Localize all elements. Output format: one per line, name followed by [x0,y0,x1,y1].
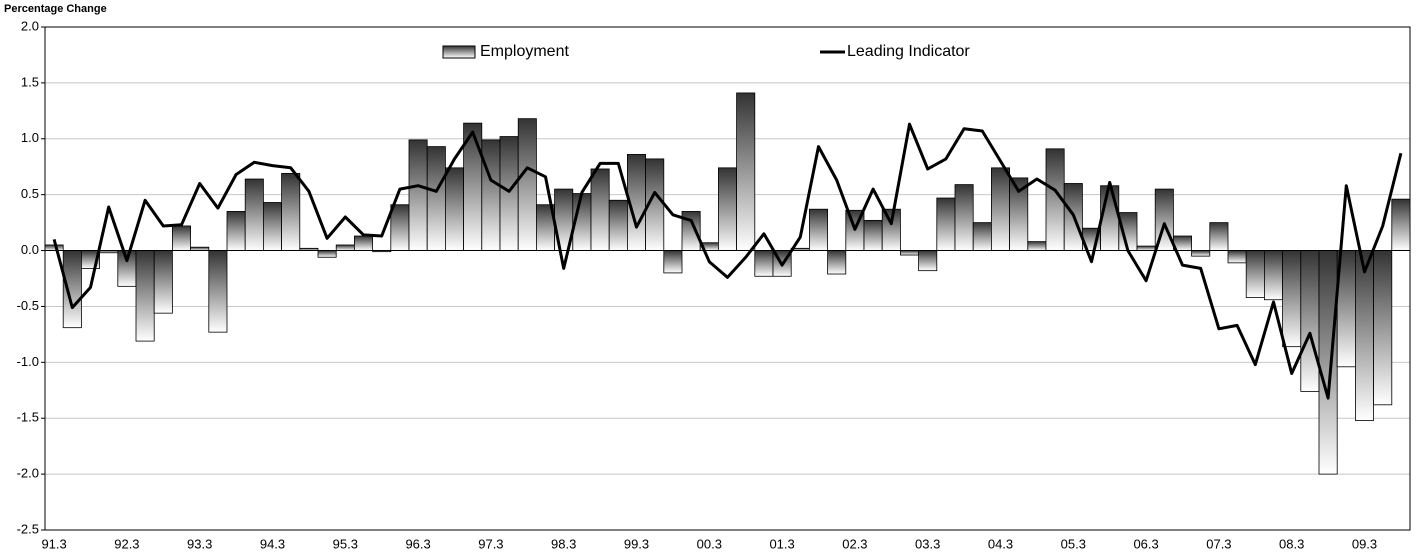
line [52,122,1403,400]
x-tick-label: 08.3 [1279,536,1304,551]
bar [444,167,464,251]
bar [991,167,1011,251]
x-tick-label: 03.3 [915,536,940,551]
y-tick-label: 1.5 [21,74,39,89]
x-tick-label: 95.3 [333,536,358,551]
bar [153,250,173,314]
x-tick-label: 99.3 [624,536,649,551]
x-tick-label: 93.3 [187,536,212,551]
bar [499,136,519,251]
bar [44,244,64,251]
bar [281,173,301,251]
bar [244,178,264,251]
bar [918,250,938,272]
bar [608,199,628,251]
x-tick-label: 98.3 [551,536,576,551]
bar [1100,185,1120,251]
y-tick-label: 1.0 [21,130,39,145]
bar [954,184,974,251]
bar [226,211,246,251]
bar [590,168,610,251]
bar [827,250,847,275]
x-tick-label: 96.3 [405,536,430,551]
y-tick-label: 0.5 [21,186,39,201]
bar [754,250,774,277]
legend-swatch [442,45,476,59]
bar [517,118,537,251]
x-tick-label: 94.3 [260,536,285,551]
bar [408,139,428,251]
bar [1227,250,1247,264]
plot-frame [44,26,1411,531]
x-tick-label: 05.3 [1061,536,1086,551]
bar [171,225,191,251]
bar [1355,250,1375,421]
bar [809,208,829,251]
legend-label: Leading Indicator [847,43,970,60]
bar [663,250,683,274]
bar [1300,250,1320,392]
bar [353,235,373,251]
bar [1318,250,1338,475]
x-tick-label: 00.3 [697,536,722,551]
x-tick-label: 09.3 [1352,536,1377,551]
x-tick-label: 92.3 [114,536,139,551]
bar [135,250,155,342]
bar [390,204,410,251]
bar [718,167,738,251]
bar [262,202,282,251]
y-tick-label: -1.0 [17,354,39,369]
bar [936,197,956,251]
bar [1264,250,1284,301]
x-tick-label: 07.3 [1206,536,1231,551]
bar [481,139,501,251]
bar [190,246,210,251]
bar [208,250,228,333]
x-tick-label: 97.3 [478,536,503,551]
bar [736,92,756,251]
bar [1027,241,1047,251]
bar [1191,250,1211,257]
x-tick-label: 01.3 [769,536,794,551]
y-tick-label: -2.5 [17,521,39,536]
bar [972,222,992,251]
x-tick-label: 06.3 [1133,536,1158,551]
bar [1209,222,1229,251]
y-axis-label: Percentage Change [4,3,107,15]
bar [1391,198,1411,251]
bar [863,219,883,251]
bar [1282,250,1302,348]
x-tick-label: 91.3 [41,536,66,551]
y-tick-label: 2.0 [21,18,39,33]
bar [1136,245,1156,251]
x-tick-label: 02.3 [842,536,867,551]
y-tick-label: -1.5 [17,410,39,425]
y-tick-label: 0.0 [21,242,39,257]
bar [900,250,920,256]
y-tick-label: -2.0 [17,466,39,481]
bar [1373,250,1393,406]
bar [426,146,446,251]
x-tick-label: 04.3 [988,536,1013,551]
bar [1245,250,1265,298]
bar [335,244,355,251]
bar [317,250,337,258]
legend-label: Employment [480,43,569,60]
y-tick-label: -0.5 [17,298,39,313]
